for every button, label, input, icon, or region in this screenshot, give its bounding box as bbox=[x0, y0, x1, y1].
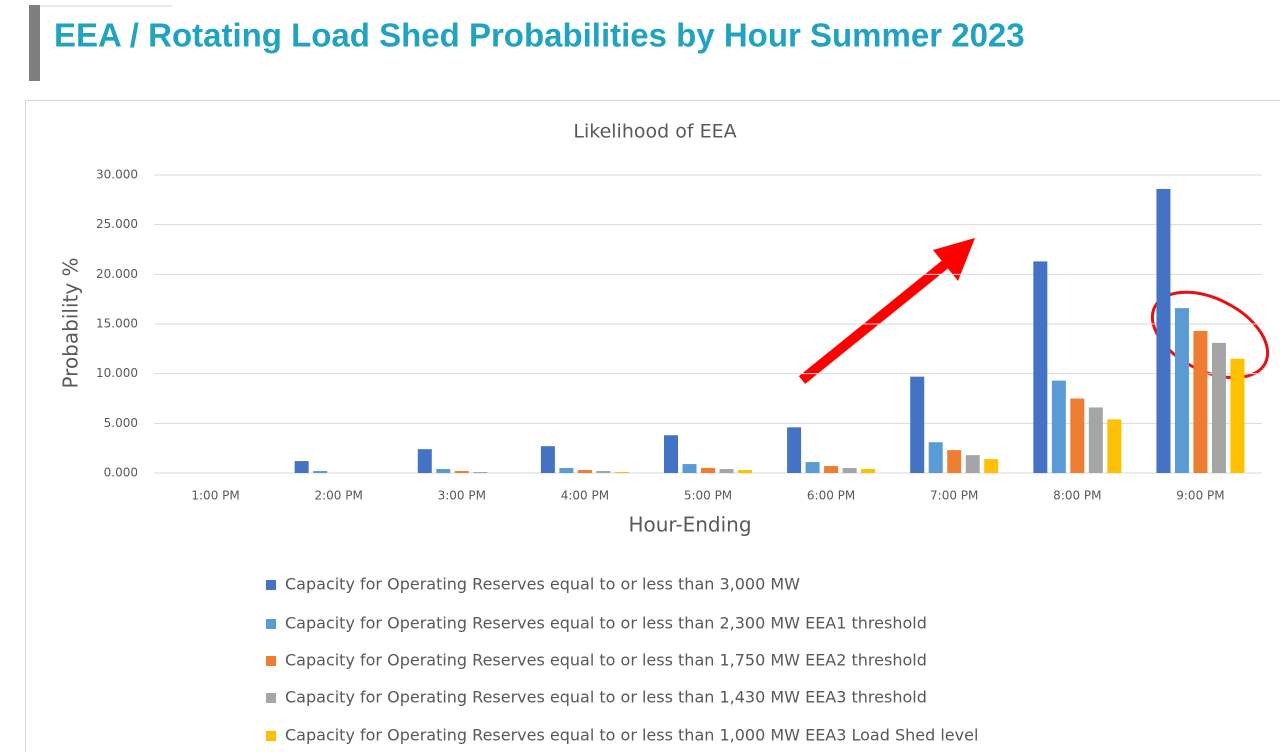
bar bbox=[1174, 308, 1189, 473]
bar bbox=[540, 446, 555, 473]
x-tick-label: 1:00 PM bbox=[191, 489, 239, 503]
bar bbox=[682, 464, 697, 473]
bar bbox=[1088, 407, 1103, 473]
chart-title: Likelihood of EEA bbox=[573, 121, 736, 143]
y-tick-label: 5.000 bbox=[104, 416, 138, 430]
bar bbox=[805, 462, 820, 473]
title-accent bbox=[29, 5, 40, 81]
bar bbox=[436, 469, 451, 473]
bar bbox=[1051, 380, 1066, 473]
legend-label: Capacity for Operating Reserves equal to… bbox=[285, 575, 800, 594]
bar bbox=[965, 455, 980, 473]
x-tick-label: 9:00 PM bbox=[1176, 489, 1224, 503]
legend-label: Capacity for Operating Reserves equal to… bbox=[285, 651, 927, 670]
y-tick-label: 30.000 bbox=[96, 168, 138, 182]
x-tick-label: 8:00 PM bbox=[1053, 489, 1101, 503]
y-tick-label: 25.000 bbox=[96, 217, 138, 231]
x-tick-label: 5:00 PM bbox=[684, 489, 732, 503]
legend-label: Capacity for Operating Reserves equal to… bbox=[285, 688, 927, 707]
bar bbox=[417, 449, 432, 473]
bar bbox=[1230, 358, 1245, 473]
legend-swatch bbox=[266, 693, 276, 703]
page-title: EEA / Rotating Load Shed Probabilities b… bbox=[54, 17, 1025, 54]
x-axis-label: Hour-Ending bbox=[628, 513, 751, 537]
bar bbox=[719, 469, 734, 473]
bar bbox=[313, 471, 328, 473]
bar bbox=[559, 468, 574, 473]
bar bbox=[1033, 261, 1048, 473]
bar bbox=[577, 470, 592, 473]
bar bbox=[454, 471, 469, 473]
x-tick-label: 3:00 PM bbox=[438, 489, 486, 503]
bar bbox=[1070, 398, 1085, 473]
legend-swatch bbox=[266, 656, 276, 666]
y-tick-label: 0.000 bbox=[104, 466, 138, 480]
bar bbox=[861, 469, 876, 473]
bar bbox=[664, 435, 678, 473]
bar bbox=[824, 466, 839, 473]
y-tick-label: 15.000 bbox=[96, 317, 138, 331]
bar bbox=[1193, 330, 1208, 473]
bar bbox=[910, 376, 925, 473]
bar bbox=[596, 471, 611, 473]
y-axis-label: Probability % bbox=[59, 257, 83, 388]
bar bbox=[701, 468, 715, 473]
bar bbox=[984, 459, 999, 473]
legend-label: Capacity for Operating Reserves equal to… bbox=[285, 726, 978, 745]
legend-swatch bbox=[266, 619, 276, 629]
y-tick-label: 10.000 bbox=[96, 366, 138, 380]
legend-label: Capacity for Operating Reserves equal to… bbox=[285, 614, 927, 633]
x-tick-label: 7:00 PM bbox=[930, 489, 978, 503]
bar bbox=[787, 427, 802, 473]
legend-swatch bbox=[266, 731, 276, 741]
x-tick-label: 2:00 PM bbox=[314, 489, 362, 503]
x-tick-label: 6:00 PM bbox=[807, 489, 855, 503]
bar bbox=[473, 472, 488, 473]
bar bbox=[738, 470, 752, 473]
bar bbox=[1211, 342, 1226, 473]
bar bbox=[294, 461, 309, 473]
bar bbox=[1107, 419, 1122, 473]
bar bbox=[1156, 188, 1171, 473]
bar bbox=[928, 442, 943, 473]
legend-swatch bbox=[266, 580, 276, 590]
y-tick-label: 20.000 bbox=[96, 267, 138, 281]
bar bbox=[614, 472, 629, 473]
bar bbox=[842, 468, 857, 473]
x-tick-label: 4:00 PM bbox=[561, 489, 609, 503]
arrow-head bbox=[933, 238, 975, 281]
trend-arrow bbox=[798, 258, 952, 384]
bar bbox=[947, 450, 962, 473]
